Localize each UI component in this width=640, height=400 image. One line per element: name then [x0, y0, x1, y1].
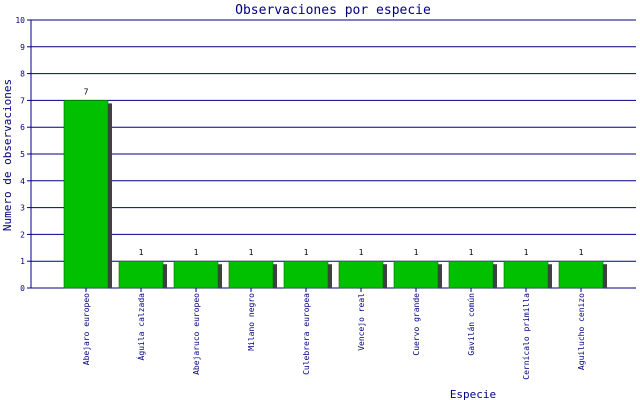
bar	[338, 260, 384, 289]
y-tick-label: 8	[20, 70, 25, 79]
y-tick-label: 5	[20, 150, 25, 159]
data-label: 1	[469, 248, 474, 257]
x-tick-label: Gavilán común	[467, 293, 476, 356]
y-tick-label: 2	[20, 230, 25, 239]
bar	[118, 260, 164, 289]
y-tick-label: 7	[20, 96, 25, 105]
y-tick-label: 10	[15, 16, 25, 25]
x-tick-label: Cernícalo primilla	[522, 293, 531, 380]
y-axis-label: Numero de observaciones	[1, 79, 14, 231]
bar	[283, 260, 329, 289]
x-tick-label: Abejaruco europeo	[192, 293, 201, 375]
x-axis-label: Especie	[450, 388, 496, 400]
data-label: 1	[359, 248, 364, 257]
bar	[448, 260, 494, 289]
x-tick-label: Aguilucho cenizo	[577, 293, 586, 370]
y-tick-label: 1	[20, 257, 25, 266]
data-label: 7	[84, 87, 89, 96]
x-tick-label: Abejaro europeo	[82, 293, 91, 365]
data-label: 1	[414, 248, 419, 257]
bar	[503, 260, 549, 289]
chart-title: Observaciones por especie	[235, 3, 431, 18]
y-tick-label: 9	[20, 43, 25, 52]
data-label: 1	[579, 248, 584, 257]
data-label: 1	[194, 248, 199, 257]
data-label: 1	[249, 248, 254, 257]
bar	[228, 260, 274, 289]
bar	[173, 260, 219, 289]
x-tick-label: Milano negro	[247, 293, 256, 351]
x-tick-label: Águila calzada	[135, 293, 146, 361]
x-tick-label: Vencejo real	[357, 293, 366, 351]
bar	[558, 260, 604, 289]
y-tick-label: 6	[20, 123, 25, 132]
bar	[393, 260, 439, 289]
y-tick-label: 0	[20, 284, 25, 293]
x-tick-label: Culebrera europea	[302, 293, 311, 375]
plot-area: 0 1 2 3 4 5 6 7 8 9 10 7 Abejaro europeo 1 Águila calz…	[15, 16, 636, 380]
bar	[63, 100, 109, 289]
data-label: 1	[304, 248, 309, 257]
data-label: 1	[524, 248, 529, 257]
y-tick-label: 3	[20, 204, 25, 213]
data-label: 1	[139, 248, 144, 257]
y-tick-label: 4	[20, 177, 25, 186]
x-tick-label: Cuervo grande	[412, 293, 421, 356]
